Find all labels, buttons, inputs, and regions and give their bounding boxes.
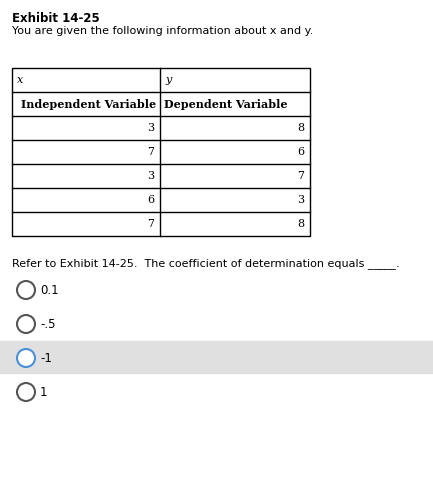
Text: 3: 3: [297, 195, 304, 205]
Text: 1: 1: [40, 385, 48, 399]
Text: 7: 7: [147, 219, 154, 229]
Circle shape: [17, 315, 35, 333]
Text: 3: 3: [147, 123, 154, 133]
Text: 0.1: 0.1: [40, 283, 58, 296]
Text: y: y: [165, 75, 171, 85]
Bar: [12, 68, 310, 236]
Text: 8: 8: [297, 219, 304, 229]
Text: You are given the following information about x and y.: You are given the following information …: [12, 26, 313, 36]
Text: Dependent Variable: Dependent Variable: [164, 98, 288, 109]
Text: Independent Variable: Independent Variable: [21, 98, 156, 109]
Text: 3: 3: [147, 171, 154, 181]
Text: -.5: -.5: [40, 317, 55, 330]
Circle shape: [17, 383, 35, 401]
Text: 7: 7: [147, 147, 154, 157]
Bar: [0, 341, 433, 373]
Circle shape: [17, 349, 35, 367]
Text: 8: 8: [297, 123, 304, 133]
Text: 6: 6: [147, 195, 154, 205]
Text: Refer to Exhibit 14-25.  The coefficient of determination equals _____.: Refer to Exhibit 14-25. The coefficient …: [12, 258, 400, 269]
Circle shape: [17, 281, 35, 299]
Text: 6: 6: [297, 147, 304, 157]
Text: Exhibit 14-25: Exhibit 14-25: [12, 12, 100, 25]
Text: 7: 7: [297, 171, 304, 181]
Text: x: x: [17, 75, 23, 85]
Text: -1: -1: [40, 351, 52, 365]
